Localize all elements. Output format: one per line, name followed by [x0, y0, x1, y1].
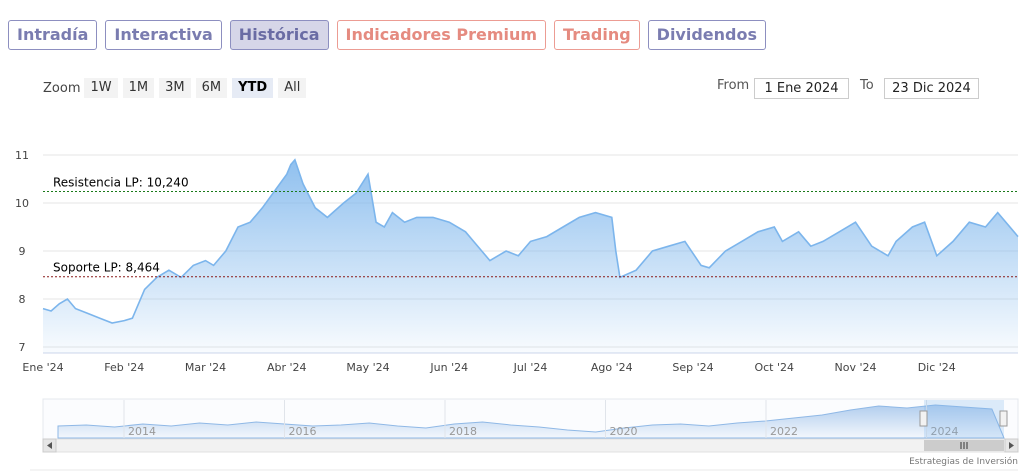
- tab-dividendos[interactable]: Dividendos: [647, 20, 766, 50]
- y-axis: 7 8 9 10 11: [15, 149, 29, 354]
- x-tick-label: Sep '24: [672, 361, 713, 374]
- tab-interactiva[interactable]: Interactiva: [105, 20, 222, 50]
- navigator-year-label: 2014: [128, 425, 156, 438]
- x-axis: Ene '24 Feb '24 Mar '24 Abr '24 May '24 Jun '…: [22, 361, 955, 374]
- y-tick-label: 7: [19, 341, 26, 354]
- tab-trading[interactable]: Trading: [554, 20, 640, 50]
- price-area: [43, 159, 1018, 353]
- resistance-label: Resistencia LP: 10,240: [53, 175, 189, 189]
- x-tick-label: Ene '24: [22, 361, 63, 374]
- zoom-button-all[interactable]: All: [278, 78, 307, 98]
- navigator-area: [57, 404, 1005, 439]
- tab-indicadores-premium[interactable]: Indicadores Premium: [336, 20, 547, 50]
- arrow-left-icon: [47, 442, 52, 449]
- x-tick-label: Abr '24: [267, 361, 307, 374]
- tab-hist-rica[interactable]: Histórica: [229, 20, 329, 50]
- y-tick-label: 9: [19, 245, 26, 258]
- x-tick-label: Nov '24: [835, 361, 877, 374]
- chart-credit: Estrategias de Inversión: [909, 456, 1018, 467]
- tab-intrad-a[interactable]: Intradía: [8, 20, 98, 50]
- y-tick-label: 11: [15, 149, 29, 162]
- navigator-left-handle[interactable]: [919, 410, 928, 427]
- navigator-right-handle[interactable]: [999, 410, 1008, 427]
- navigator-labels: 2014 2016 2018 2020 2022 2024: [123, 400, 959, 438]
- zoom-button-1w[interactable]: 1W: [84, 78, 118, 98]
- navigator: 2014 2016 2018 2020 2022 2024: [42, 398, 1019, 440]
- to-date-input[interactable]: 23 Dic 2024: [884, 78, 979, 99]
- zoom-button-6m[interactable]: 6M: [195, 78, 228, 98]
- zoom-label: Zoom: [43, 80, 81, 96]
- x-tick-label: Mar '24: [185, 361, 226, 374]
- arrow-right-icon: [1009, 442, 1014, 449]
- zoom-button-3m[interactable]: 3M: [159, 78, 191, 98]
- navigator-year-label: 2024: [931, 425, 959, 438]
- zoom-button-1m[interactable]: 1M: [122, 78, 155, 98]
- scrollbar-track[interactable]: [42, 438, 1019, 453]
- support-label: Soporte LP: 8,464: [53, 261, 160, 275]
- navigator-year-label: 2016: [289, 425, 317, 438]
- from-date-input[interactable]: 1 Ene 2024: [754, 78, 849, 99]
- tab-bar: Intradía Interactiva Histórica Indicadores …: [8, 20, 766, 50]
- navigator-selection[interactable]: [924, 400, 1004, 438]
- navigator-year-label: 2020: [610, 425, 638, 438]
- from-label: From: [717, 78, 750, 93]
- x-tick-label: Jun '24: [429, 361, 468, 374]
- grip-icon: [960, 442, 968, 449]
- x-tick-label: Dic '24: [918, 361, 956, 374]
- navigator-year-label: 2022: [770, 425, 798, 438]
- y-tick-label: 10: [15, 197, 29, 210]
- x-tick-label: Feb '24: [104, 361, 144, 374]
- to-label: To: [860, 78, 874, 93]
- y-tick-label: 8: [19, 293, 26, 306]
- price-line: [42, 158, 1019, 324]
- zoom-button-ytd[interactable]: YTD: [232, 78, 274, 98]
- zoom-controls: Zoom 1W 1M 3M 6M YTD All: [43, 78, 311, 98]
- x-tick-label: Jul '24: [513, 361, 548, 374]
- x-tick-label: Ago '24: [591, 361, 633, 374]
- zoom-buttons: 1W 1M 3M 6M YTD All: [84, 78, 311, 98]
- x-tick-label: May '24: [346, 361, 389, 374]
- navigator-year-label: 2018: [449, 425, 477, 438]
- scrollbar[interactable]: [42, 438, 1019, 453]
- x-tick-label: Oct '24: [754, 361, 794, 374]
